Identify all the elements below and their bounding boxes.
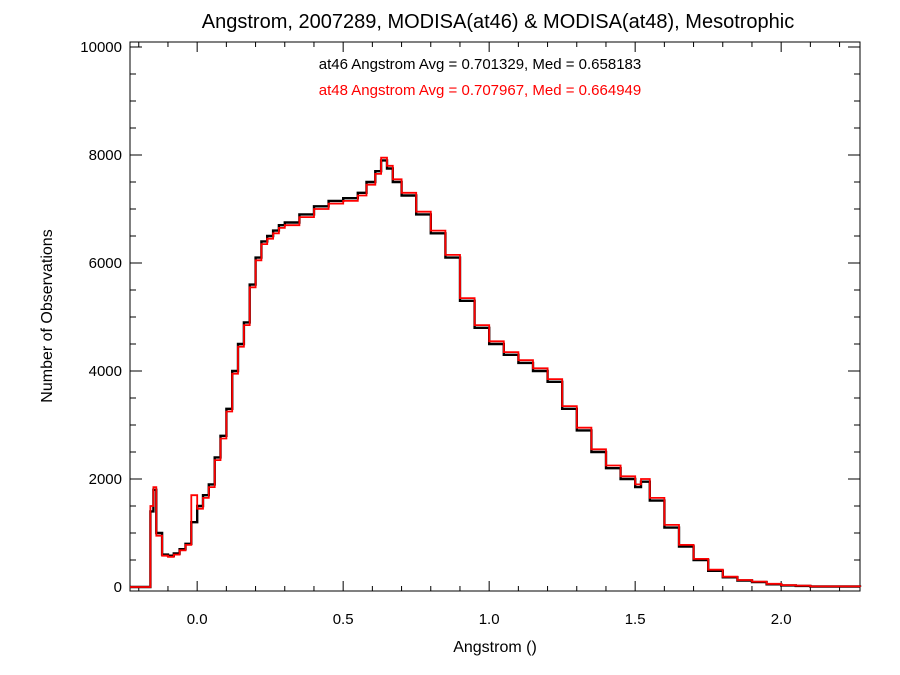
y-axis: 0 2000 4000 6000 8000 10000 xyxy=(80,39,860,596)
series-at48-line xyxy=(130,156,861,588)
x-tick-label: 0.0 xyxy=(187,611,208,628)
x-tick-label: 2.0 xyxy=(771,611,792,628)
series-at46-line xyxy=(130,159,862,589)
x-tick-label: 1.5 xyxy=(625,611,646,628)
y-tick-label: 2000 xyxy=(89,471,122,488)
plot-frame xyxy=(129,41,861,592)
x-axis: 0.0 0.5 1.0 1.5 2.0 xyxy=(138,42,841,628)
y-tick-label: 0 xyxy=(114,579,122,596)
annotation-at48: at48 Angstrom Avg = 0.707967, Med = 0.66… xyxy=(319,82,641,99)
annotation-at46: at46 Angstrom Avg = 0.701329, Med = 0.65… xyxy=(319,56,641,73)
x-axis-label: Angstrom () xyxy=(453,639,537,656)
y-tick-label: 4000 xyxy=(89,363,122,380)
y-axis-label: Number of Observations xyxy=(39,229,56,402)
y-tick-label: 6000 xyxy=(89,255,122,272)
y-tick-label: 10000 xyxy=(80,39,122,56)
chart-title: Angstrom, 2007289, MODISA(at46) & MODISA… xyxy=(202,11,794,33)
x-tick-label: 0.5 xyxy=(333,611,354,628)
y-tick-label: 8000 xyxy=(89,147,122,164)
series-lines xyxy=(130,156,862,589)
x-tick-label: 1.0 xyxy=(479,611,500,628)
